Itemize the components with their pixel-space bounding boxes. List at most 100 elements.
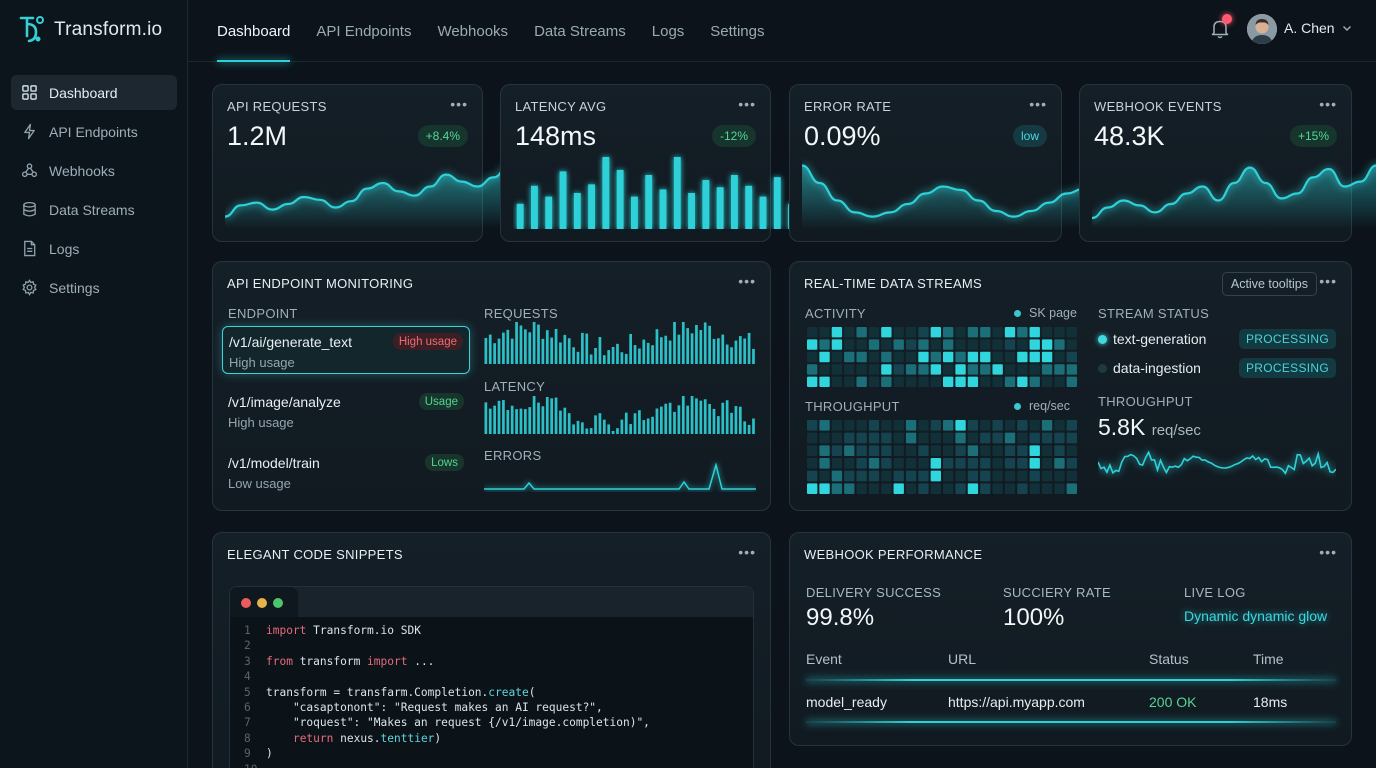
tab-settings[interactable]: Settings — [710, 22, 765, 40]
sidebar-item-api-endpoints[interactable]: API Endpoints — [11, 114, 177, 149]
heat-cell — [856, 351, 867, 363]
cell-time: 18ms — [1253, 694, 1288, 710]
heat-cell — [1004, 351, 1016, 363]
heat-cell — [844, 445, 855, 456]
heat-cell — [943, 483, 954, 494]
throughput-unit: req/sec — [1151, 422, 1201, 439]
bell-icon[interactable] — [1210, 18, 1230, 40]
bar — [541, 338, 545, 364]
heat-cell — [1029, 432, 1040, 444]
column-header-url[interactable]: URL — [948, 651, 977, 667]
column-header-time[interactable]: Time — [1253, 651, 1284, 667]
tab-logs[interactable]: Logs — [651, 22, 685, 40]
sidebar-item-webhooks[interactable]: Webhooks — [11, 153, 177, 188]
heat-cell — [955, 351, 966, 363]
close-dot[interactable] — [241, 598, 251, 608]
bar — [717, 338, 720, 364]
code-token: import — [367, 654, 408, 668]
heat-cell — [868, 470, 880, 482]
sidebar-item-logs[interactable]: Logs — [11, 231, 177, 266]
more-icon[interactable]: ••• — [738, 544, 756, 560]
logo[interactable]: Transform.io — [18, 14, 162, 46]
throughput-value: 5.8K req/sec — [1098, 414, 1201, 441]
card-title: WEBHOOK PERFORMANCE — [804, 547, 983, 562]
trend-line — [225, 164, 525, 218]
heat-cell — [1054, 339, 1065, 350]
heat-cell — [1004, 376, 1016, 387]
heat-cell — [943, 458, 954, 469]
heat-cell — [1041, 458, 1053, 469]
heat-cell — [930, 458, 941, 469]
kpi-bars — [516, 157, 810, 229]
trend-line — [1092, 164, 1376, 220]
bar — [716, 187, 724, 229]
bar — [721, 402, 725, 434]
column-header-status[interactable]: Status — [1149, 651, 1189, 667]
heat-cell — [1054, 458, 1065, 469]
tab-api-endpoints[interactable]: API Endpoints — [316, 22, 412, 40]
endpoint-row[interactable]: /v1/model/train Lows Low usage — [222, 448, 470, 496]
bar — [616, 169, 624, 229]
area-fill — [802, 165, 1102, 229]
more-icon[interactable]: ••• — [738, 273, 756, 289]
heat-cell — [918, 339, 929, 350]
tab-data-streams[interactable]: Data Streams — [534, 22, 626, 40]
bar — [545, 196, 553, 229]
kpi-card-webhook-events: WEBHOOK EVENTS ••• 48.3K +15% — [1079, 84, 1376, 242]
code-line: 3 from transform import ... — [244, 654, 753, 669]
heat-cell — [943, 339, 954, 350]
active-tooltips-button[interactable]: Active tooltips — [1221, 272, 1317, 296]
heat-cell — [868, 458, 880, 469]
code-window[interactable]: 1 import Transform.io SDK 2 3 from transform… — [229, 586, 754, 768]
heat-cell — [1066, 339, 1077, 350]
avatar[interactable] — [1247, 14, 1277, 44]
heat-cell — [831, 483, 843, 494]
heat-cell — [831, 458, 843, 469]
heat-cell — [1054, 432, 1065, 444]
heat-cell — [1054, 470, 1065, 482]
bar — [688, 193, 695, 229]
stream-row[interactable]: data-ingestion PROCESSING — [1098, 358, 1336, 380]
line-number: 1 — [244, 624, 251, 637]
bar — [712, 338, 716, 364]
bar — [681, 322, 685, 364]
heat-cell — [943, 445, 954, 456]
sidebar-item-settings[interactable]: Settings — [11, 270, 177, 305]
cell-url[interactable]: https://api.myapp.com — [948, 694, 1085, 710]
heat-cell — [1029, 364, 1040, 375]
heat-cell — [868, 364, 880, 375]
minimize-dot[interactable] — [257, 598, 267, 608]
heat-cell — [868, 339, 880, 350]
heat-cell — [856, 327, 867, 338]
user-name[interactable]: A. Chen — [1284, 20, 1335, 36]
stream-row[interactable]: text-generation PROCESSING — [1098, 329, 1336, 351]
heat-cell — [918, 470, 929, 482]
more-icon[interactable]: ••• — [1319, 96, 1337, 112]
more-icon[interactable]: ••• — [450, 96, 468, 112]
heat-cell — [1017, 327, 1028, 338]
heat-cell — [1054, 420, 1065, 431]
tab-webhooks[interactable]: Webhooks — [437, 22, 509, 40]
bar — [502, 400, 505, 434]
endpoint-row[interactable]: /v1/image/analyze Usage High usage — [222, 387, 470, 435]
more-icon[interactable]: ••• — [1319, 544, 1337, 560]
code-token: Transform.io SDK — [306, 624, 421, 637]
tab-dashboard[interactable]: Dashboard — [217, 0, 291, 62]
heat-cell — [905, 458, 917, 469]
bar — [616, 343, 619, 364]
maximize-dot[interactable] — [273, 598, 283, 608]
heat-cell — [905, 376, 917, 387]
more-icon[interactable]: ••• — [738, 96, 756, 112]
more-icon[interactable]: ••• — [1319, 273, 1337, 289]
more-icon[interactable]: ••• — [1029, 96, 1047, 112]
heat-cell — [819, 364, 830, 375]
sidebar-item-dashboard[interactable]: Dashboard — [11, 75, 177, 110]
sidebar-item-data-streams[interactable]: Data Streams — [11, 192, 177, 227]
code-token: nexus. — [333, 731, 381, 745]
endpoint-row[interactable]: /v1/ai/generate_text High usage High usa… — [222, 326, 470, 374]
bar — [554, 397, 558, 434]
heat-cell — [868, 327, 880, 338]
chevron-down-icon[interactable] — [1341, 22, 1353, 34]
heat-cell — [1054, 376, 1065, 387]
column-header-event[interactable]: Event — [806, 651, 842, 667]
